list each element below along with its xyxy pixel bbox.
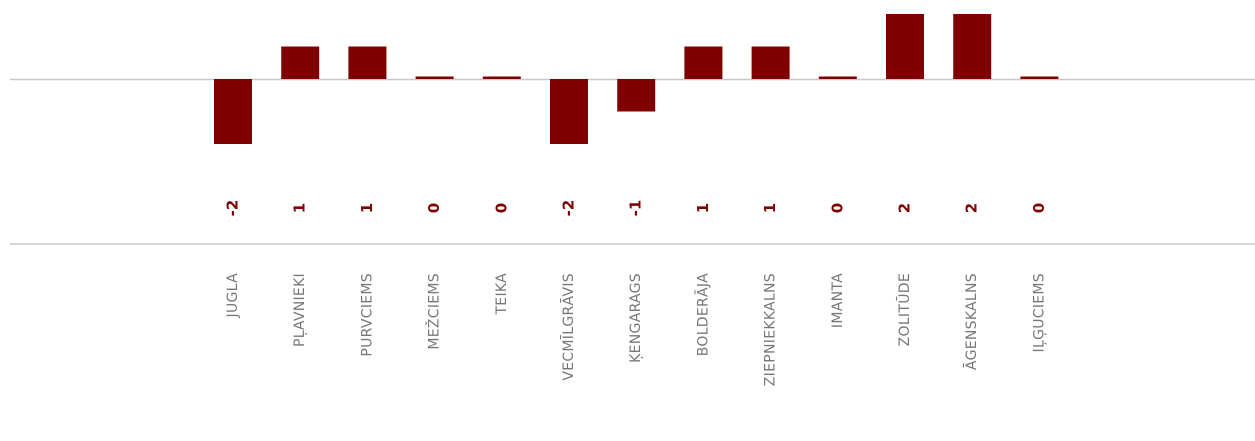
- bar: [214, 79, 252, 144]
- value-label: -1: [627, 200, 645, 217]
- value-label: 2: [896, 203, 914, 213]
- category-label: JUGLA: [225, 273, 241, 319]
- category-label: MEŽCIEMS: [425, 273, 443, 350]
- value-label: 0: [1030, 203, 1048, 213]
- category-label: TEIKA: [494, 273, 510, 316]
- category-label: ĀGENSKALNS: [963, 273, 980, 370]
- category-label: ĶENGARAGS: [628, 273, 644, 363]
- value-label: 0: [425, 203, 443, 213]
- value-label: 0: [828, 203, 846, 213]
- bar: [751, 46, 790, 79]
- value-label: 1: [761, 203, 779, 213]
- bar: [818, 76, 857, 79]
- category-label: IĻĢUCIEMS: [1031, 273, 1047, 352]
- bars-group: [214, 14, 1059, 144]
- value-label: 0: [492, 203, 510, 213]
- category-label: PURVCIEMS: [359, 273, 375, 357]
- value-label: 1: [358, 203, 376, 213]
- category-label: PĻAVNIEKI: [292, 273, 308, 347]
- bar: [1020, 76, 1059, 79]
- value-label: -2: [560, 200, 578, 217]
- value-labels-group: -2 1 1 0 0 -2 -1 1 1 0 2 2 0: [224, 200, 1048, 217]
- category-label: IMANTA: [830, 273, 846, 328]
- value-label: 1: [291, 203, 309, 213]
- category-label: ZOLITŪDE: [896, 273, 913, 346]
- bar: [348, 46, 387, 79]
- category-label: ZIEPNIEKKALNS: [763, 273, 779, 386]
- value-label: 2: [963, 203, 981, 213]
- bar: [550, 79, 588, 144]
- bar: [886, 14, 924, 79]
- bar: [684, 46, 723, 79]
- bar: [953, 14, 992, 79]
- bar: [415, 76, 454, 79]
- bar: [482, 76, 521, 79]
- category-label: BOLDERĀJA: [694, 273, 711, 356]
- value-label: 1: [694, 203, 712, 213]
- category-labels-group: JUGLA PĻAVNIEKI PURVCIEMS MEŽCIEMS TEIKA VECM…: [225, 273, 1047, 386]
- category-label: VECMĪLGRĀVIS: [560, 273, 577, 381]
- bar: [281, 46, 320, 79]
- value-label: -2: [224, 200, 242, 217]
- bar: [617, 79, 656, 112]
